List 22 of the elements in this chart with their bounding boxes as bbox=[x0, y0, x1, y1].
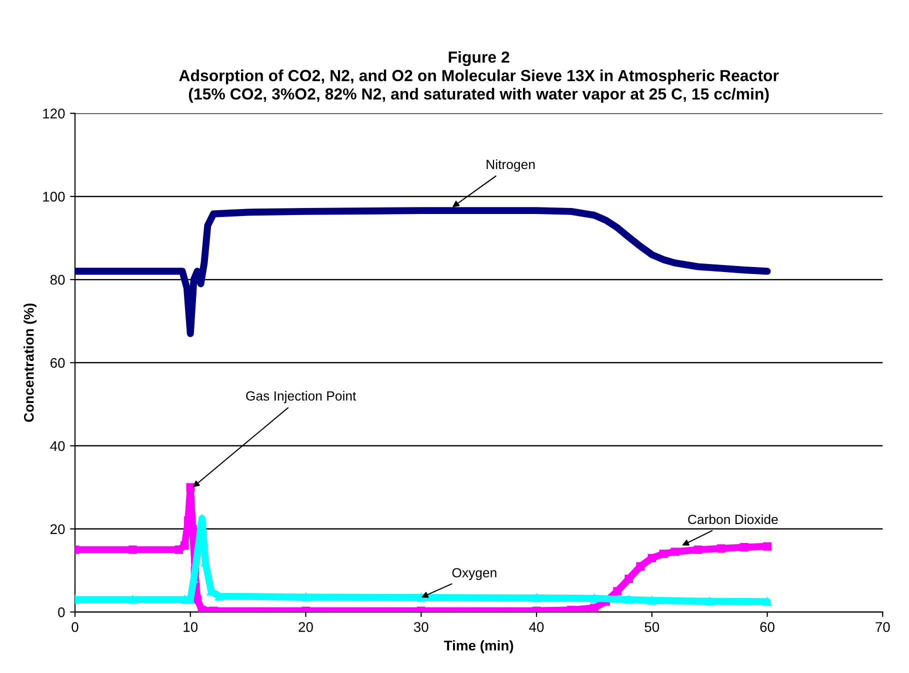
y-tick-label: 40 bbox=[50, 441, 65, 451]
x-tick-label: 60 bbox=[760, 622, 774, 632]
x-tick-label: 20 bbox=[298, 622, 313, 632]
y-tick-label: 60 bbox=[50, 358, 65, 368]
y-tick-label: 0 bbox=[58, 607, 65, 618]
chart-title: Figure 2 Adsorption of CO2, N2, and O2 on Molecular Sieve 13X in Atmospheric Reactor (15% CO2, 3%O2, 82% N2, and saturated with water vapor at 25 C, 15 cc/min) bbox=[179, 51, 779, 103]
annotation: Oxygen bbox=[452, 568, 496, 580]
x-tick-label: 10 bbox=[184, 622, 198, 632]
x-tick-label: 0 bbox=[72, 622, 78, 632]
x-tick-label: 40 bbox=[529, 622, 544, 632]
x-tick-label: 50 bbox=[644, 622, 660, 632]
x-tick-label: 70 bbox=[876, 622, 890, 632]
y-tick-label: 120 bbox=[43, 108, 65, 118]
y-axis-title: Concentration (%) bbox=[24, 304, 37, 422]
y-tick-label: 100 bbox=[43, 192, 65, 202]
x-axis-title: Time (min) bbox=[444, 640, 514, 654]
y-tick-label: 20 bbox=[50, 524, 65, 534]
annotation: Carbon Dioxide bbox=[688, 514, 778, 524]
y-tick-label: 80 bbox=[50, 274, 65, 285]
x-tick-label: 30 bbox=[414, 622, 428, 632]
annotation: Gas Injection Point bbox=[246, 390, 356, 404]
annotation: Nitrogen bbox=[486, 159, 535, 172]
